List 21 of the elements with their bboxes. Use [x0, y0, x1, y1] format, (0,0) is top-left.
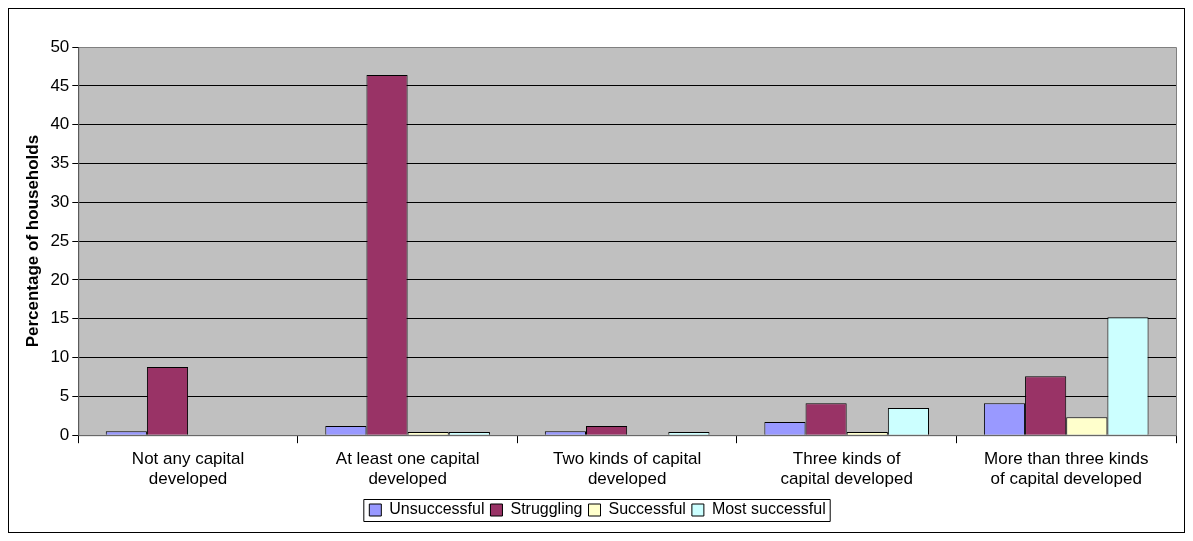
- y-tick-label: 20: [50, 269, 70, 289]
- y-tick-label: 15: [50, 308, 70, 328]
- x-tick-label: Not any capital developed: [131, 449, 245, 489]
- y-tick-label: 5: [59, 386, 70, 406]
- y-tick-label: 45: [50, 75, 70, 95]
- legend-label: Struggling: [510, 500, 583, 518]
- y-tick-label: 30: [50, 191, 70, 211]
- y-tick-label: 40: [50, 114, 70, 134]
- x-tick-label: Two kinds of capital developed: [552, 449, 702, 489]
- x-tick-label: Three kinds of capital developed: [780, 449, 913, 489]
- legend-label: Successful: [608, 500, 686, 518]
- y-tick-label: 25: [50, 230, 70, 250]
- legend-label: Unsuccessful: [389, 500, 485, 518]
- x-tick-label: At least one capital developed: [335, 449, 480, 489]
- y-tick-label: 50: [50, 36, 70, 56]
- y-tick-label: 10: [50, 347, 70, 367]
- y-tick-label: 0: [59, 424, 70, 444]
- y-tick-label: 35: [50, 153, 70, 173]
- y-axis-title: Percentage of households: [22, 134, 42, 348]
- legend-label: Most successful: [711, 500, 826, 518]
- x-tick-label: More than three kinds of capital developed: [984, 449, 1149, 489]
